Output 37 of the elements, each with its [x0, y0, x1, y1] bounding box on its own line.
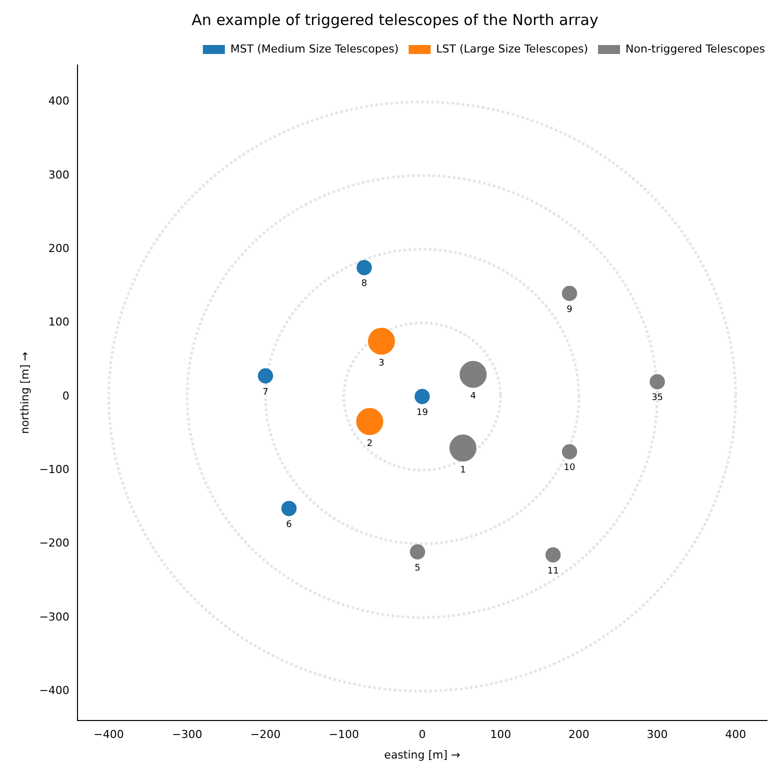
x-tick-label: −100 [328, 728, 359, 742]
x-axis-title: easting [m] → [384, 748, 460, 762]
chart-title: An example of triggered telescopes of the North array [192, 10, 598, 29]
y-tick-label: −100 [39, 463, 70, 476]
y-tick-label: −300 [39, 610, 70, 624]
y-tick-label: 400 [48, 94, 70, 108]
y-tick-label: 200 [48, 242, 70, 256]
annotation: 3 [378, 358, 384, 369]
x-tick-label: 200 [568, 728, 590, 742]
annotation: 19 [416, 408, 428, 418]
x-tick-label: −300 [172, 728, 202, 742]
annotation: 5 [414, 563, 420, 574]
annotation: 4 [470, 392, 476, 402]
x-tick-label: 100 [490, 728, 512, 742]
y-tick-label: −200 [39, 536, 70, 550]
y-tick-label: −400 [39, 684, 70, 697]
y-axis-title: northing [m] → [18, 352, 32, 434]
annotation: 9 [566, 304, 573, 315]
legend-label: LST (Large Size Telescopes) [436, 42, 588, 56]
y-tick-label: 300 [48, 168, 70, 182]
annotation: 11 [547, 566, 559, 576]
x-tick-label: 400 [725, 728, 746, 742]
annotation: 10 [564, 463, 576, 474]
y-tick-label: 100 [48, 316, 70, 329]
legend-label: MST (Medium Size Telescopes) [230, 42, 399, 56]
annotation: 1 [460, 465, 466, 476]
legend-label: Non-triggered Telescopes [626, 42, 766, 56]
annotation: 35 [652, 393, 664, 404]
annotation: 2 [366, 438, 373, 449]
annotation: 8 [361, 279, 368, 290]
y-tick-label: 0 [62, 389, 70, 402]
x-tick-label: −200 [250, 728, 281, 742]
annotation: 6 [286, 520, 292, 530]
x-tick-label: 0 [418, 728, 426, 742]
x-tick-label: 300 [646, 728, 668, 742]
annotation: 7 [262, 387, 268, 398]
x-tick-label: −400 [94, 728, 124, 742]
